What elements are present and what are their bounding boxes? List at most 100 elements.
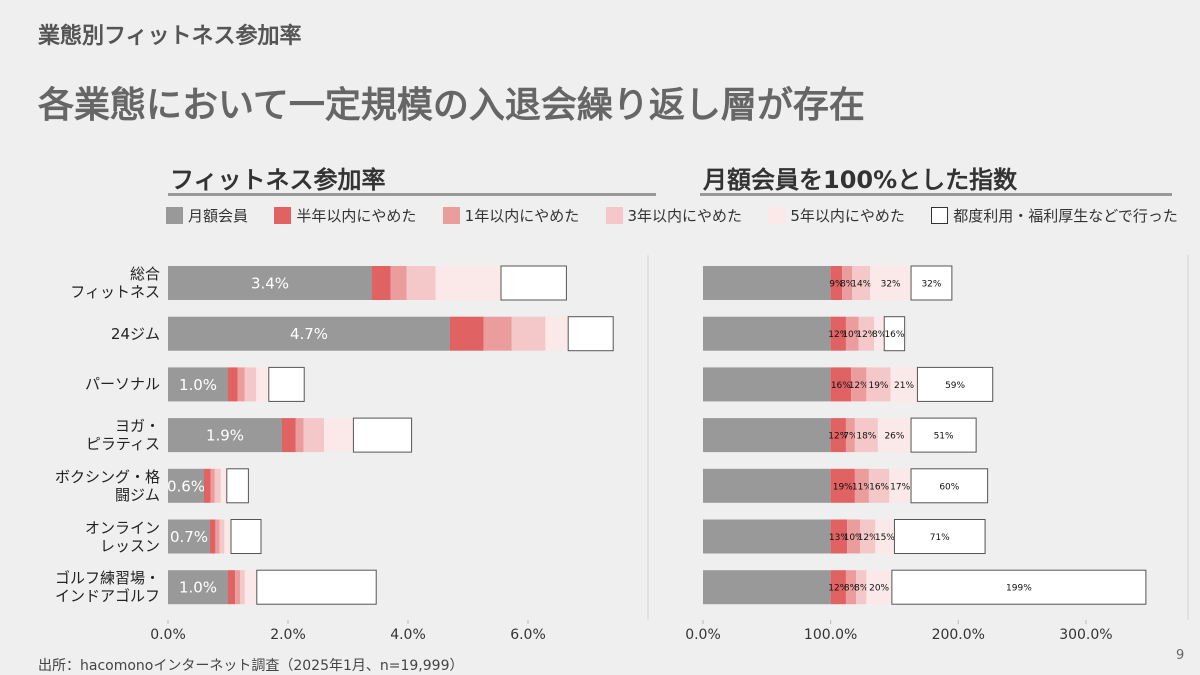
bar-segment <box>220 468 227 503</box>
bar-segment <box>842 266 853 300</box>
legend-swatch <box>768 207 786 224</box>
legend-label: 都度利用・福利厚生などで行った <box>953 207 1178 225</box>
bar-segment <box>204 468 211 503</box>
legend-swatch <box>605 207 623 224</box>
title-rule <box>168 193 656 196</box>
x-tick-label: 4.0% <box>390 627 426 643</box>
bar-segment <box>168 266 372 300</box>
bar-segment <box>228 570 236 605</box>
bar-segment <box>866 570 892 605</box>
bar-segment <box>240 570 245 605</box>
bar-segment <box>450 316 484 351</box>
legend-label: 半年以内にやめた <box>296 207 417 225</box>
data-label: 12% <box>849 381 869 391</box>
page-number: 9 <box>1176 648 1185 663</box>
bar-segment <box>500 265 567 301</box>
slide-subtitle: 各業態において一定規模の入退会繰り返し層が存在 <box>38 85 865 126</box>
bar-segment <box>228 367 238 402</box>
data-label: 9% <box>829 280 844 290</box>
data-label: 8% <box>840 280 855 290</box>
data-label: 16% <box>884 330 904 340</box>
x-tick-label: 300.0% <box>1059 627 1112 643</box>
bar-segment <box>910 468 989 504</box>
bar-segment <box>703 570 831 605</box>
legend-swatch <box>274 207 292 224</box>
y-tick-label: 24ジム <box>110 324 160 343</box>
y-tick-label: 総合 フィットネス <box>70 265 160 301</box>
bar-segment <box>889 468 912 503</box>
bar-segment <box>168 367 228 402</box>
bar-segment <box>830 519 848 554</box>
bar-segment <box>854 468 869 503</box>
data-label: 12% <box>828 432 848 442</box>
legend-swatch <box>931 207 949 224</box>
data-label: 3.4% <box>251 275 289 293</box>
x-tick-label: 6.0% <box>510 627 546 643</box>
bar-segment <box>830 468 855 503</box>
bar-segment <box>324 418 354 453</box>
y-tick-label: ヨガ・ ピラティス <box>85 417 160 454</box>
bar-segment <box>703 316 831 351</box>
bar-segment <box>916 366 994 402</box>
bar-segment <box>237 367 245 402</box>
bar-segment <box>703 266 831 300</box>
bar-segment <box>295 418 304 453</box>
slide-title: 業態別フィットネス参加率 <box>38 24 302 49</box>
bar-segment <box>226 468 249 504</box>
bar-segment <box>883 316 906 352</box>
bar-segment <box>372 266 391 300</box>
legend-label: 1年以内にやめた <box>464 207 580 225</box>
data-label: 32% <box>921 280 941 290</box>
bar-segment <box>390 266 407 300</box>
bar-segment <box>877 418 912 453</box>
data-label: 10% <box>842 330 862 340</box>
data-label: 26% <box>884 432 904 442</box>
bar-segment <box>210 519 216 554</box>
bar-segment <box>256 569 377 605</box>
legend-item: 1年以内にやめた <box>442 205 580 226</box>
data-label: 18% <box>856 432 876 442</box>
bar-segment <box>230 519 262 554</box>
data-label: 12% <box>858 533 878 543</box>
data-label: 59% <box>945 381 965 391</box>
bar-segment <box>891 569 1147 605</box>
bar-segment <box>168 519 210 554</box>
data-label: 19% <box>868 381 888 391</box>
bar-segment <box>703 367 831 402</box>
chart-title: 月額会員を100%とした指数 <box>703 166 1018 194</box>
bar-segment <box>830 570 846 605</box>
legend-swatch <box>166 207 183 224</box>
bar-segment <box>910 417 977 453</box>
bar-segment <box>910 265 953 301</box>
x-tick-label: 0.0% <box>150 627 186 643</box>
data-label: 16% <box>831 381 851 391</box>
data-label: 12% <box>828 330 848 340</box>
bar-segment <box>214 468 221 503</box>
bar-segment <box>545 316 569 351</box>
bar-segment <box>830 367 852 402</box>
legend-item: 3年以内にやめた <box>605 205 742 226</box>
y-tick-label: オンライン レッスン <box>84 518 160 555</box>
bar-segment <box>268 366 305 402</box>
data-label: 1.0% <box>179 579 217 597</box>
bar-segment <box>830 266 843 300</box>
x-tick-label: 2.0% <box>270 627 306 643</box>
legend-item: 月額会員 <box>166 205 248 226</box>
x-tick-label: 100.0% <box>804 627 857 643</box>
data-label: 10% <box>844 533 864 543</box>
bar-segment <box>244 367 257 402</box>
legend-label: 5年以内にやめた <box>790 207 905 225</box>
bar-segment <box>845 570 857 605</box>
data-label: 13% <box>829 533 849 543</box>
bar-segment <box>830 418 846 453</box>
bar-segment <box>168 418 282 453</box>
data-label: 0.6% <box>167 477 205 495</box>
chart-title: フィットネス参加率 <box>170 166 386 194</box>
data-label: 199% <box>1006 584 1032 594</box>
legend-swatch <box>442 207 460 224</box>
bar-segment <box>893 519 986 554</box>
data-label: 19% <box>833 482 853 492</box>
data-label: 16% <box>869 482 889 492</box>
data-label: 1.0% <box>179 376 217 394</box>
bar-segment <box>847 519 860 554</box>
